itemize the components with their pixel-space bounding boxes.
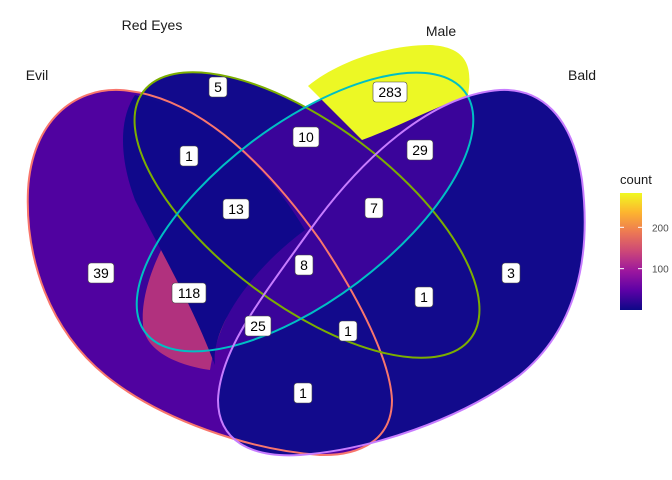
red-eyes-set-label: Red Eyes: [122, 17, 183, 33]
region-count-male-bald: 29: [406, 139, 434, 161]
count-label-text: 5: [214, 79, 222, 95]
region-count-evil-bald: 1: [293, 382, 313, 404]
evil-red-eyes-region-fill: [122, 95, 305, 365]
legend-color-bar: [620, 193, 642, 310]
count-label-box: [372, 81, 408, 103]
set-outline-strokes: [26, 71, 586, 457]
count-label-box: [222, 198, 250, 220]
count-label-box: [364, 197, 384, 219]
region-count-evil-male: 118: [171, 282, 207, 304]
region-count-evil-red-eyes-male: 13: [222, 198, 250, 220]
count-label-text: 39: [93, 265, 109, 281]
male-outline: [135, 71, 475, 353]
region-count-evil-red-eyes-bald: 1: [338, 320, 358, 342]
count-label-text: 1: [420, 289, 428, 305]
count-label-text: 1: [299, 385, 307, 401]
bald-set-label: Bald: [568, 67, 596, 83]
count-label-box: [338, 320, 358, 342]
count-label-box: [292, 126, 320, 148]
region-count-evil-red-eyes: 1: [179, 145, 199, 167]
region-count-red-eyes-bald: 1: [414, 286, 434, 308]
region-count-red-eyes: 5: [208, 76, 228, 98]
count-label-text: 1: [344, 323, 352, 339]
region-count-bald: 3: [501, 262, 521, 284]
count-label-text: 118: [178, 285, 201, 301]
region-count-labels: 39 5 283 3 1 10 29 118 1 1 13 7 25 1 8: [87, 76, 521, 404]
count-label-text: 25: [250, 318, 266, 334]
legend-title: count: [620, 172, 652, 187]
legend-tick-label: 200: [652, 223, 669, 234]
count-label-text: 29: [412, 142, 428, 158]
count-label-text: 10: [298, 129, 314, 145]
region-count-evil-red-eyes-male-bald: 8: [294, 254, 314, 276]
count-label-box: [208, 76, 228, 98]
count-label-text: 13: [228, 201, 244, 217]
count-label-box: [179, 145, 199, 167]
count-label-text: 8: [300, 257, 308, 273]
count-label-box: [294, 254, 314, 276]
set-labels: Evil Red Eyes Male Bald: [26, 17, 596, 83]
evil-outline: [26, 88, 394, 457]
count-legend: count 100 200: [620, 172, 669, 310]
count-label-text: 1: [185, 148, 193, 164]
region-count-male: 283: [372, 81, 408, 103]
region-count-red-eyes-male-bald: 7: [364, 197, 384, 219]
count-label-box: [414, 286, 434, 308]
region-count-evil: 39: [87, 262, 115, 284]
region-count-evil-male-bald: 25: [244, 315, 272, 337]
count-label-box: [244, 315, 272, 337]
red-eyes-outline: [133, 71, 481, 359]
count-label-text: 3: [507, 265, 515, 281]
count-label-box: [406, 139, 434, 161]
count-label-text: 7: [370, 200, 378, 216]
count-label-box: [501, 262, 521, 284]
region-count-red-eyes-male: 10: [292, 126, 320, 148]
legend-tick-label: 100: [652, 265, 669, 276]
bald-outline: [216, 88, 586, 457]
count-label-box: [87, 262, 115, 284]
count-label-box: [171, 282, 207, 304]
male-set-label: Male: [426, 23, 457, 39]
count-label-text: 283: [378, 84, 402, 100]
evil-set-label: Evil: [26, 67, 49, 83]
count-label-box: [293, 382, 313, 404]
